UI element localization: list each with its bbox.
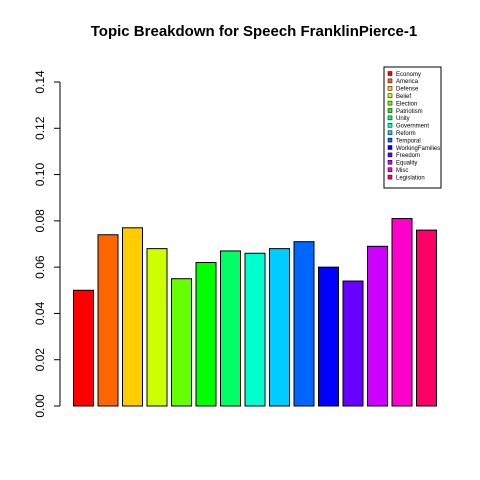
bar-patriotism [195,262,217,407]
chart-title: Topic Breakdown for Speech FranklinPierc… [91,23,417,40]
bar-unity [220,250,241,407]
legend-swatch [387,78,393,84]
bar-government [244,252,266,407]
legend-label: Patriotism [396,109,423,115]
legend-label: Unity [396,116,410,122]
y-tick-label: 0.06 [33,255,47,279]
bar-equality [367,245,388,407]
bar-america [97,234,119,407]
y-tick-label: 0.02 [33,348,47,372]
legend-swatch [387,86,393,91]
y-tick-label: 0.00 [33,394,47,418]
y-tick-label: 0.08 [33,209,47,233]
legend-swatch [387,93,393,98]
legend-swatch [387,100,393,106]
legend-label: Election [396,101,417,107]
legend-swatch [387,71,393,76]
legend-label: Legislation [396,175,425,181]
legend-swatch [387,123,393,128]
legend-swatch [387,174,393,180]
y-tick-label: 0.12 [33,116,47,140]
bars [73,218,437,407]
legend-label: Defense [396,87,419,93]
legend-label: Reform [396,131,416,137]
bar-workingfamilies [318,266,339,407]
legend-label: Government [396,124,429,130]
legend-label: America [396,79,419,85]
bar-defense [122,227,143,407]
bar-misc [391,218,413,407]
legend-swatch [387,152,393,158]
legend-swatch [387,160,393,165]
legend-label: Freedom [396,153,420,159]
legend-label: Economy [396,72,421,78]
y-tick-label: 0.10 [33,163,47,187]
bar-freedom [342,280,364,407]
legend-swatch [387,137,393,143]
bar-temporal [293,241,315,407]
legend-label: Belief [396,94,411,100]
legend-label: Temporal [396,138,421,144]
legend-label: Equality [396,161,417,167]
bar-belief [146,248,168,407]
legend-label: WorkingFamilies [396,146,440,152]
legend-swatch [387,167,393,172]
bar-legislation [416,229,437,407]
legend-swatch [387,145,393,150]
legend-box [383,66,442,189]
bar-economy [73,289,94,407]
y-tick-label: 0.04 [33,301,47,325]
legend-label: Misc [396,168,408,174]
y-tick-label: 0.14 [33,70,47,94]
bar-reform [269,248,290,407]
legend-swatch [387,108,393,113]
y-axis: 0.00 0.02 0.04 0.06 0.08 0.10 0.12 0.14 [33,70,61,418]
legend-swatch [387,115,393,121]
bar-election [171,278,192,407]
legend-swatch [387,130,393,135]
